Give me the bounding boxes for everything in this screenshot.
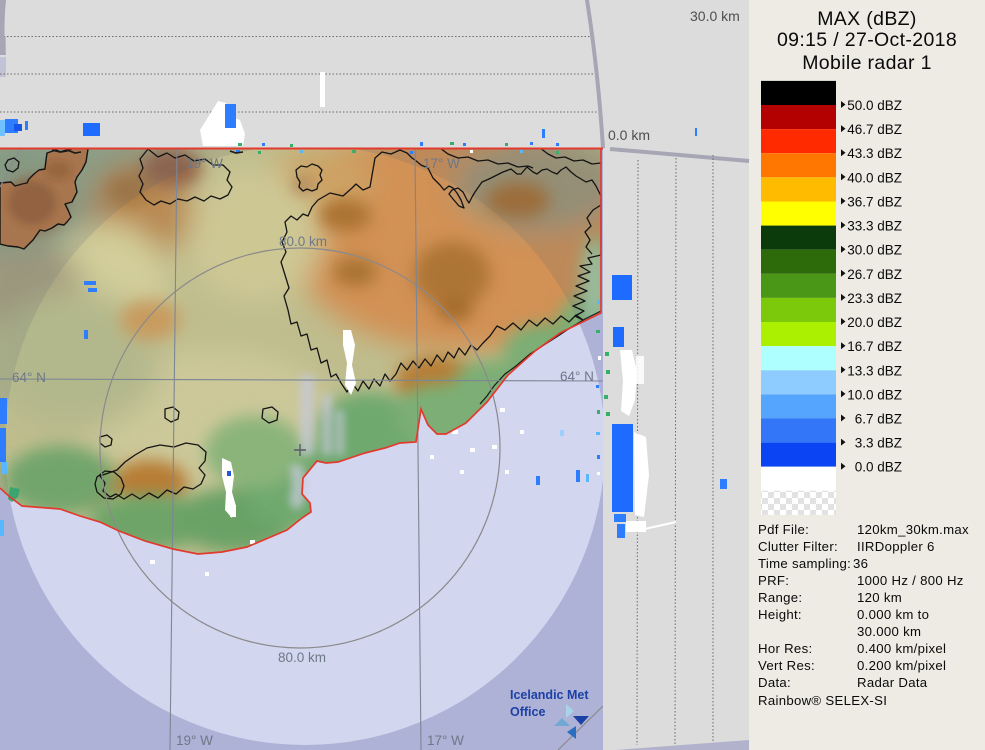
svg-text:Radar Data: Radar Data xyxy=(857,675,928,690)
svg-text:Hor Res:: Hor Res: xyxy=(758,641,812,656)
svg-text:0.0 km: 0.0 km xyxy=(608,127,650,143)
svg-text:Range:: Range: xyxy=(758,590,802,605)
svg-text:46.7 dBZ: 46.7 dBZ xyxy=(847,122,902,137)
svg-text:MAX (dBZ): MAX (dBZ) xyxy=(817,8,917,30)
svg-text:09:15 / 27-Oct-2018: 09:15 / 27-Oct-2018 xyxy=(777,29,957,51)
svg-text:30.000 km: 30.000 km xyxy=(857,624,921,639)
svg-text:50.0 dBZ: 50.0 dBZ xyxy=(847,98,902,113)
svg-text:1000 Hz / 800 Hz: 1000 Hz / 800 Hz xyxy=(857,573,964,588)
svg-text:23.3 dBZ: 23.3 dBZ xyxy=(847,291,902,306)
svg-text:40.0 dBZ: 40.0 dBZ xyxy=(847,170,902,185)
svg-text:IIRDoppler 6: IIRDoppler 6 xyxy=(857,539,935,554)
svg-text:36.7 dBZ: 36.7 dBZ xyxy=(847,195,902,210)
svg-text:80.0 km: 80.0 km xyxy=(279,234,327,249)
svg-text:120km_30km.max: 120km_30km.max xyxy=(857,522,969,537)
svg-text:10.0 dBZ: 10.0 dBZ xyxy=(847,387,902,402)
svg-text:PRF:: PRF: xyxy=(758,573,789,588)
svg-text:43.3 dBZ: 43.3 dBZ xyxy=(847,146,902,161)
svg-text:Pdf File:: Pdf File: xyxy=(758,522,809,537)
svg-text:0.200 km/pixel: 0.200 km/pixel xyxy=(857,658,946,673)
svg-text:26.7 dBZ: 26.7 dBZ xyxy=(847,267,902,282)
svg-text:19° W: 19° W xyxy=(176,733,213,748)
svg-text:17° W: 17° W xyxy=(423,156,460,171)
svg-text:Data:: Data: xyxy=(758,675,791,690)
svg-text:0.0 dBZ: 0.0 dBZ xyxy=(855,460,902,475)
svg-text:17° W: 17° W xyxy=(427,733,464,748)
svg-text:20.0 dBZ: 20.0 dBZ xyxy=(847,315,902,330)
svg-text:33.3 dBZ: 33.3 dBZ xyxy=(847,219,902,234)
svg-text:3.3 dBZ: 3.3 dBZ xyxy=(855,436,902,451)
svg-text:0.400 km/pixel: 0.400 km/pixel xyxy=(857,641,946,656)
svg-text:Icelandic Met: Icelandic Met xyxy=(510,688,589,702)
svg-text:80.0 km: 80.0 km xyxy=(278,650,326,665)
svg-text:Time sampling:: Time sampling: xyxy=(758,556,851,571)
svg-text:Vert Res:: Vert Res: xyxy=(758,658,815,673)
svg-text:6.7 dBZ: 6.7 dBZ xyxy=(855,412,902,427)
svg-text:19° W: 19° W xyxy=(186,156,223,171)
svg-text:64° N: 64° N xyxy=(12,370,46,385)
svg-text:Office: Office xyxy=(510,705,545,719)
svg-text:Height:: Height: xyxy=(758,607,802,622)
svg-text:Rainbow® SELEX-SI: Rainbow® SELEX-SI xyxy=(758,693,887,708)
svg-text:30.0 km: 30.0 km xyxy=(690,8,740,24)
svg-text:Clutter Filter:: Clutter Filter: xyxy=(758,539,838,554)
svg-text:36: 36 xyxy=(853,556,868,571)
svg-text:Mobile radar 1: Mobile radar 1 xyxy=(802,52,932,74)
svg-text:16.7 dBZ: 16.7 dBZ xyxy=(847,339,902,354)
svg-text:64° N: 64° N xyxy=(560,369,594,384)
svg-text:0.000 km to: 0.000 km to xyxy=(857,607,929,622)
svg-text:30.0 dBZ: 30.0 dBZ xyxy=(847,243,902,258)
svg-text:13.3 dBZ: 13.3 dBZ xyxy=(847,363,902,378)
svg-text:120 km: 120 km xyxy=(857,590,902,605)
